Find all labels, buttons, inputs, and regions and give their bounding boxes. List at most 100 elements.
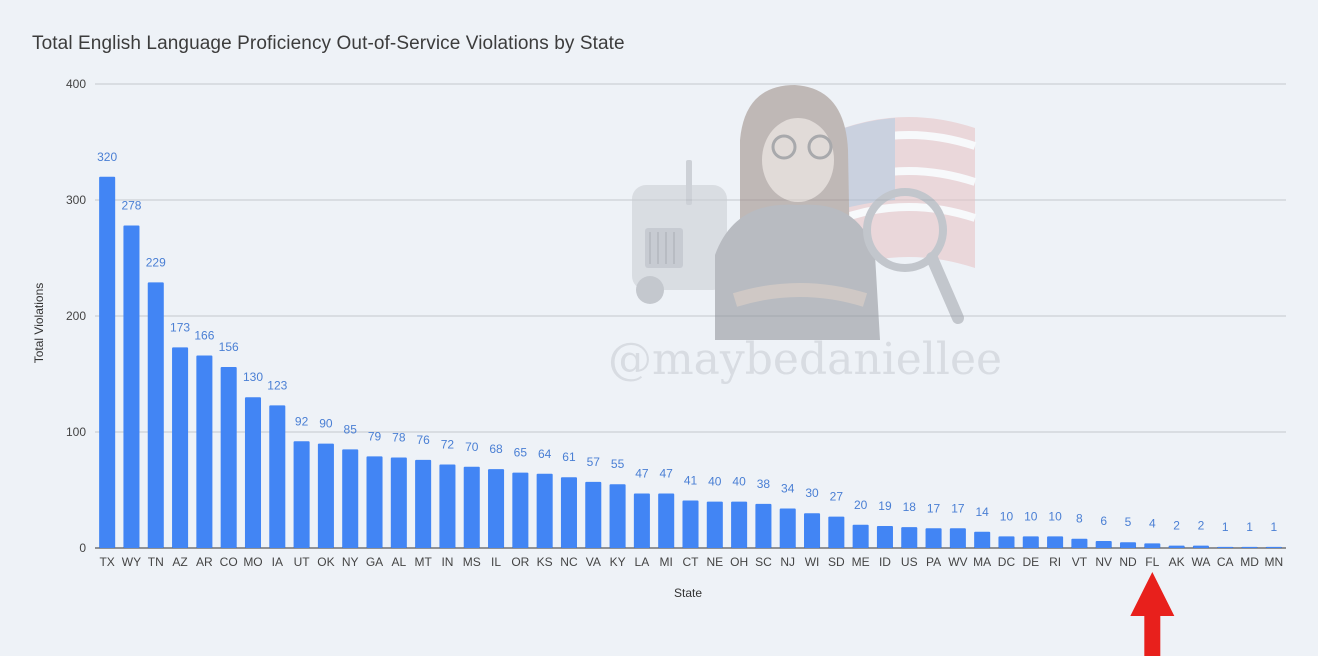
bar-ny — [342, 449, 359, 548]
value-label: 76 — [416, 433, 430, 447]
value-label: 4 — [1149, 516, 1156, 530]
x-axis-title: State — [674, 586, 702, 600]
value-label: 320 — [97, 150, 117, 164]
bar-oh — [731, 501, 748, 548]
x-tick-label: MN — [1265, 555, 1284, 569]
x-tick-label: AL — [391, 555, 406, 569]
bar-ks — [536, 473, 553, 548]
value-label: 166 — [194, 328, 214, 342]
bar-id — [876, 525, 893, 548]
x-tick-label: CT — [683, 555, 700, 569]
value-label: 1 — [1246, 520, 1253, 534]
bar-mt — [415, 459, 432, 548]
watermark-text: @maybedaniellee — [608, 334, 1002, 385]
y-tick-label: 400 — [66, 77, 86, 91]
x-tick-label: NE — [706, 555, 723, 569]
y-axis-title: Total Violations — [32, 283, 46, 364]
bar-md — [1241, 546, 1258, 548]
bar-wy — [123, 225, 140, 548]
bar-wi — [804, 513, 821, 548]
value-label: 10 — [1000, 509, 1014, 523]
bar-il — [488, 469, 505, 548]
value-label: 20 — [854, 498, 868, 512]
x-tick-label: NY — [342, 555, 359, 569]
y-tick-label: 100 — [66, 425, 86, 439]
value-label: 17 — [927, 501, 941, 515]
value-label: 10 — [1024, 509, 1038, 523]
x-tick-label: MA — [973, 555, 991, 569]
bar-ky — [609, 484, 626, 548]
x-tick-label: KY — [610, 555, 626, 569]
bar-fl — [1144, 543, 1161, 548]
bar-ma — [974, 531, 991, 548]
x-tick-label: FL — [1145, 555, 1159, 569]
watermark-illustration-icon — [632, 85, 977, 340]
bar-nc — [560, 477, 577, 548]
x-tick-label: MI — [660, 555, 673, 569]
value-label: 68 — [489, 442, 503, 456]
value-label: 70 — [465, 440, 479, 454]
bar-nd — [1119, 542, 1137, 548]
value-label: 38 — [757, 477, 771, 491]
x-tick-label: VT — [1072, 555, 1088, 569]
x-tick-label: ND — [1119, 555, 1137, 569]
value-label: 123 — [267, 378, 287, 392]
red-up-arrow-icon-shape — [1130, 572, 1175, 656]
x-tick-label: RI — [1049, 555, 1061, 569]
bar-al — [390, 457, 407, 548]
x-tick-label: LA — [635, 555, 650, 569]
bar-wa — [1192, 545, 1209, 548]
bar-de — [1022, 536, 1039, 548]
bar-me — [852, 524, 869, 548]
red-up-arrow-icon — [1130, 572, 1175, 656]
x-tick-label: GA — [366, 555, 383, 569]
x-tick-label: OR — [511, 555, 529, 569]
bar-ar — [196, 355, 213, 548]
x-tick-label: ID — [879, 555, 891, 569]
x-tick-label: TX — [99, 555, 114, 569]
bar-nj — [779, 508, 796, 548]
x-tick-label: MD — [1240, 555, 1259, 569]
value-label: 30 — [805, 486, 819, 500]
x-tick-label: VA — [586, 555, 601, 569]
x-tick-label: AK — [1169, 555, 1185, 569]
bar-ri — [1047, 536, 1064, 548]
bar-ne — [706, 501, 723, 548]
bar-or — [512, 472, 529, 548]
bar-pa — [925, 528, 942, 548]
x-tick-label: AR — [196, 555, 213, 569]
y-tick-label: 300 — [66, 193, 86, 207]
x-tick-label: TN — [148, 555, 164, 569]
x-tick-label: SC — [755, 555, 772, 569]
value-label: 278 — [121, 199, 141, 213]
value-label: 78 — [392, 431, 406, 445]
x-tick-label: AZ — [172, 555, 187, 569]
value-label: 156 — [219, 340, 239, 354]
bar-nv — [1095, 541, 1112, 548]
bar-mo — [244, 397, 262, 548]
value-label: 72 — [441, 437, 455, 451]
value-label: 6 — [1100, 514, 1107, 528]
value-label: 79 — [368, 429, 382, 443]
bar-dc — [998, 536, 1015, 548]
value-label: 65 — [514, 446, 528, 460]
x-tick-label: OK — [317, 555, 334, 569]
bar-az — [172, 347, 189, 548]
value-label: 47 — [635, 466, 649, 480]
value-label: 8 — [1076, 512, 1083, 526]
x-tick-label: NV — [1095, 555, 1112, 569]
value-label: 47 — [660, 466, 674, 480]
x-tick-label: CA — [1217, 555, 1234, 569]
bar-ms — [463, 466, 480, 548]
value-label: 2 — [1198, 519, 1205, 533]
bar-in — [439, 464, 456, 548]
x-tick-label: MS — [463, 555, 481, 569]
value-label: 57 — [587, 455, 601, 469]
bar-ca — [1217, 546, 1234, 548]
value-label: 10 — [1048, 509, 1062, 523]
x-tick-label: OH — [730, 555, 748, 569]
bar-la — [633, 493, 650, 548]
value-label: 64 — [538, 447, 552, 461]
x-tick-label: UT — [294, 555, 311, 569]
